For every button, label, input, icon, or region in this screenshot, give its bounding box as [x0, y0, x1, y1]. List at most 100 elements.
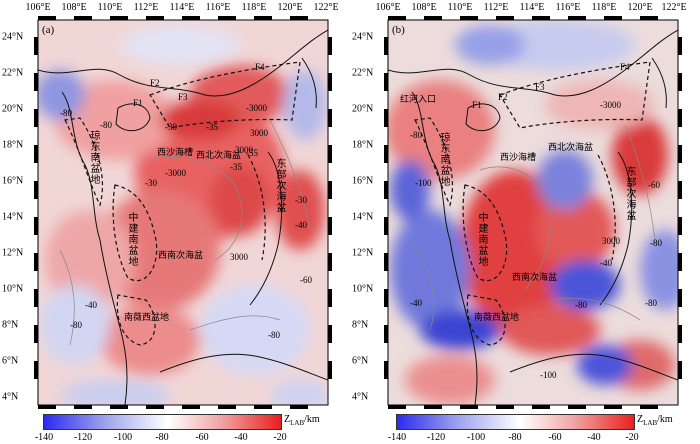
lon-tick-116: 116°E — [205, 2, 231, 13]
lat-tick-18: 18°N — [2, 139, 24, 151]
lon-tick-112: 112°E — [133, 2, 159, 13]
lat-tick-14: 14°N — [2, 211, 24, 223]
colorbar-tick: -20 — [625, 432, 639, 443]
lat-tick-24: 24°N — [2, 31, 24, 43]
contour-80-d: -80 — [645, 298, 657, 308]
lon-tick-110: 110°E — [447, 2, 473, 13]
lat-tick-12: 12°N — [352, 247, 374, 259]
panel-label: (a) — [42, 24, 55, 36]
label-zhongjiannan-basin: 中建南盆地 — [126, 212, 137, 267]
contour-80-b: -80 — [575, 300, 587, 310]
unit-tail: /km — [304, 414, 320, 425]
colorbar-tick: -100 — [113, 432, 133, 443]
fault-f2: F2 — [498, 92, 508, 102]
colorbar-tick: -40 — [234, 432, 248, 443]
contour-80-b: -80 — [100, 120, 112, 130]
colorbar-tick: -40 — [587, 432, 601, 443]
contour-40-b: -40 — [600, 258, 612, 268]
lat-tick-22: 22°N — [2, 67, 24, 79]
label-zhongjiannan-basin: 中建南盆地 — [476, 212, 487, 267]
contour-30-b: -30 — [145, 178, 157, 188]
lon-tick-120: 120°E — [627, 2, 653, 13]
lat-tick-8: 8°N — [352, 319, 369, 331]
lat-tick-22: 22°N — [352, 67, 374, 79]
lat-tick-16: 16°N — [2, 175, 24, 187]
contour-80-c: -80 — [650, 238, 662, 248]
label-northwest-subbasin: 西北次海盆 — [548, 142, 594, 152]
lon-tick-114: 114°E — [169, 2, 195, 13]
lat-tick-4: 4°N — [352, 391, 369, 403]
contour-3000-b: 3000 — [602, 236, 620, 246]
contour-30-c: -30 — [295, 195, 307, 205]
label-qiongdongnan-basin: 琼东南盆地 — [438, 132, 449, 187]
contour-60: -60 — [648, 180, 660, 190]
map-b — [384, 16, 682, 409]
lat-tick-16: 16°N — [352, 175, 374, 187]
colorbar-unit: ZLAB/km — [284, 414, 320, 427]
unit-sub: LAB — [290, 419, 305, 427]
contour-30-a: -30 — [165, 122, 177, 132]
contour-40-a: -40 — [85, 300, 97, 310]
contour-55: -55 — [246, 148, 258, 158]
contour-40-b: -40 — [295, 220, 307, 230]
unit-tail: /km — [657, 414, 673, 425]
colorbar-tick: -140 — [34, 432, 54, 443]
lon-tick-106: 106°E — [25, 2, 51, 13]
fault-f1: F1 — [472, 100, 482, 110]
lon-tick-106: 106°E — [375, 2, 401, 13]
lon-tick-108: 108°E — [411, 2, 437, 13]
lat-tick-20: 20°N — [352, 103, 374, 115]
colorbar-tick: -140 — [387, 432, 407, 443]
label-nanweixi-basin: 南薇西盆地 — [474, 312, 520, 322]
contour-3000-b: 3000 — [250, 128, 268, 138]
label-southwest-subbasin: 西南次海盆 — [158, 250, 204, 260]
contour-3000-c: 3000 — [235, 145, 253, 155]
label-nanweixi-basin: 南薇西盆地 — [124, 312, 170, 322]
contour-35-b: -35 — [230, 162, 242, 172]
map-a — [34, 16, 332, 409]
lon-tick-112: 112°E — [483, 2, 509, 13]
colorbar-tick: -20 — [273, 432, 287, 443]
lon-tick-122: 122°E — [661, 2, 687, 13]
contour-80-c: -80 — [70, 320, 82, 330]
unit-main: Z — [637, 414, 644, 425]
fault-f4: F4 — [255, 62, 265, 72]
contour-3000-d: -3000 — [165, 168, 186, 178]
fault-f3: F3 — [535, 82, 545, 92]
lon-tick-122: 122°E — [313, 2, 339, 13]
colorbar-unit: ZLAB/km — [637, 414, 673, 427]
colorbar-tick: -120 — [426, 432, 446, 443]
panel-b: 106°E 108°E 110°E 112°E 114°E 116°E 118°… — [350, 0, 700, 444]
fault-f2: F2 — [150, 78, 160, 88]
contour-80-d: -80 — [268, 330, 280, 340]
panel-a: 106°E 108°E 110°E 112°E 114°E 116°E 118°… — [2, 2, 339, 409]
lat-tick-8: 8°N — [2, 319, 19, 331]
fault-f1: F1 — [133, 98, 143, 108]
lon-tick-118: 118°E — [241, 2, 267, 13]
colorbar-gradient — [43, 414, 282, 430]
lat-tick-10: 10°N — [2, 283, 24, 295]
lon-tick-110: 110°E — [97, 2, 123, 13]
label-xisha-trough: 西沙海槽 — [157, 147, 194, 157]
colorbar-gradient — [396, 414, 635, 430]
label-east-subbasin: 东部次海盆 — [624, 166, 635, 221]
label-qiongdongnan-basin: 琼东南盆地 — [88, 130, 99, 185]
lat-tick-6: 6°N — [2, 355, 19, 367]
unit-sub: LAB — [643, 419, 658, 427]
colorbar-tick: -120 — [73, 432, 93, 443]
lat-tick-20: 20°N — [2, 103, 24, 115]
label-southwest-subbasin: 西南次海盆 — [512, 272, 558, 282]
contour-80-a: -80 — [410, 130, 422, 140]
fault-f3: F3 — [178, 92, 188, 102]
lon-tick-114: 114°E — [519, 2, 545, 13]
lat-tick-24: 24°N — [352, 31, 374, 43]
label-red-river-mouth: 红河入口 — [400, 94, 437, 104]
contour-100-b: -100 — [540, 370, 557, 380]
label-east-subbasin: 东部次海盆 — [274, 158, 285, 213]
contour-80-a: -80 — [60, 108, 72, 118]
contour-60: -60 — [300, 275, 312, 285]
lon-tick-108: 108°E — [61, 2, 87, 13]
lat-tick-4: 4°N — [2, 391, 19, 403]
label-xisha-trough: 西沙海槽 — [500, 152, 537, 162]
contour-40-a: -40 — [410, 298, 422, 308]
